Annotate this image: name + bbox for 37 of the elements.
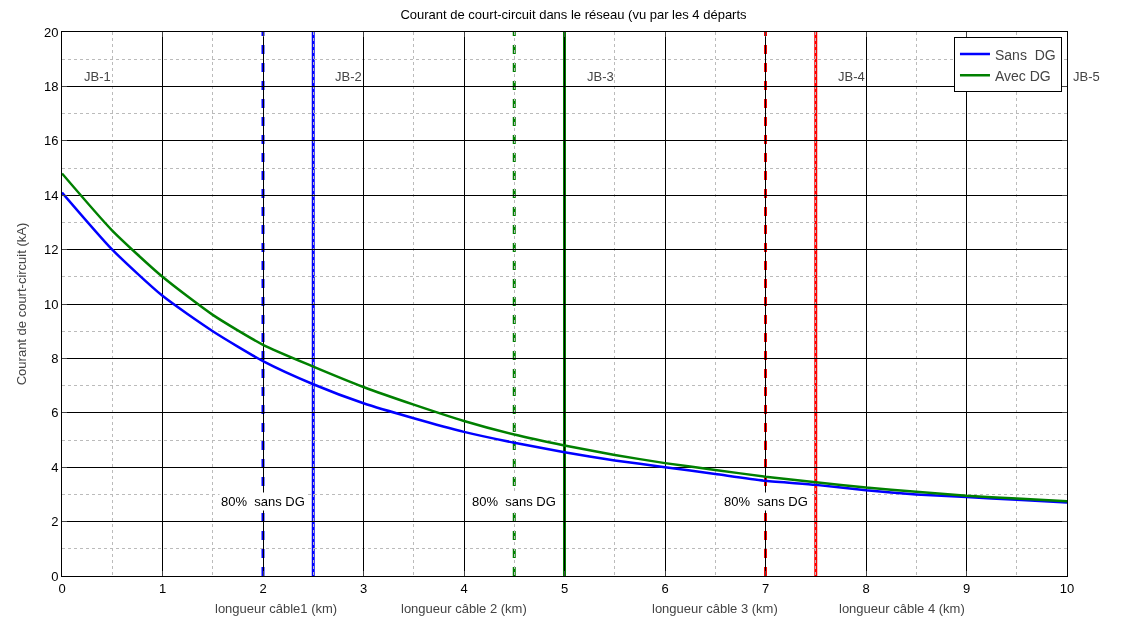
y-axis-title: Courant de court-circuit (kA)	[14, 222, 29, 386]
text: longueur câble1 (km)	[215, 601, 338, 616]
y-tick-label: 18	[43, 78, 59, 94]
x-tick-label: 1	[158, 580, 167, 596]
legend-label: Avec DG	[994, 67, 1051, 84]
text: longueur câble 3 (km)	[652, 601, 778, 616]
text: longueur câble 4 (km)	[839, 601, 965, 616]
y-tick-label: 0	[51, 568, 59, 584]
y-tick-label: 20	[43, 24, 59, 40]
legend-label: Sans DG	[994, 46, 1056, 63]
text: longueur câble 2 (km)	[401, 601, 527, 616]
y-tick-label: 10	[43, 296, 59, 312]
ref-line-label: 80% sans DG	[724, 494, 808, 509]
x-tick-label: 7	[761, 580, 770, 596]
annotation: JB-4	[838, 69, 865, 84]
ref-line-label: 80% sans DG	[472, 494, 556, 509]
y-tick-label: 4	[51, 459, 59, 475]
annotation: JB-3	[587, 69, 614, 84]
x-tick-label: 9	[962, 580, 971, 596]
x-tick-label: 5	[560, 580, 569, 596]
chart-title: Courant de court-circuit dans le réseau (vu par les 4 départs	[400, 6, 748, 22]
ref-line-label: 80% sans DG	[221, 494, 305, 509]
x-tick-label: 2	[259, 580, 267, 596]
x-tick-label: 10	[1059, 580, 1075, 596]
y-tick-label: 8	[51, 350, 59, 366]
y-tick-label: 12	[43, 242, 59, 258]
x-tick-label: 4	[460, 580, 468, 596]
y-tick-label: 2	[51, 514, 59, 530]
y-tick-label: 16	[43, 133, 59, 149]
x-tick-label: 3	[359, 580, 368, 596]
text: JB-5	[1073, 69, 1100, 84]
annotation: JB-1	[84, 69, 111, 84]
y-tick-label: 6	[51, 405, 59, 421]
x-tick-label: 6	[661, 580, 669, 596]
y-tick-label: 14	[43, 187, 59, 203]
x-tick-label: 8	[862, 580, 870, 596]
annotation: JB-2	[335, 69, 362, 84]
